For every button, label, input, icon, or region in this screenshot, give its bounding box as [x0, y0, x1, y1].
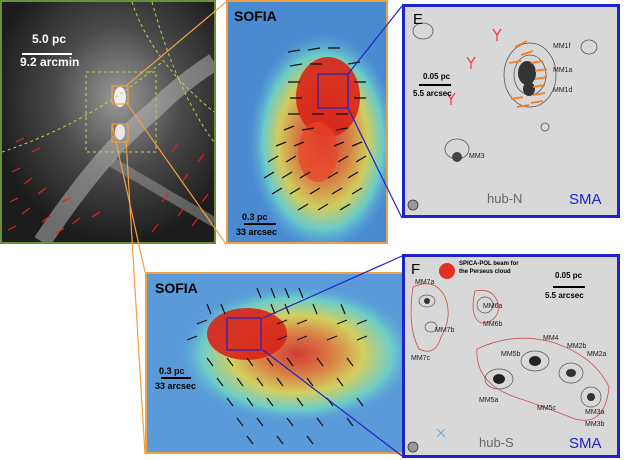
source-label: MM7c	[411, 355, 431, 362]
source-label: MM2a	[587, 351, 607, 358]
sma-e-map	[405, 7, 617, 215]
source-label: MM6a	[483, 303, 503, 310]
source-label: MM5b	[501, 351, 521, 358]
panel-f-letter: F	[411, 261, 421, 278]
sofia-north-scale-angle: 33 arcsec	[236, 227, 278, 237]
sofia-north-panel: SOFIA 0.3 pc 33 arcsec	[226, 0, 388, 244]
panel-f-hub-label: hub-S	[479, 435, 514, 450]
source-label: MM1a	[553, 67, 573, 74]
sma-panel-f: F SPICA-POL beam for the Perseus cloud 0…	[402, 254, 620, 458]
source-label: MM1f	[553, 43, 571, 50]
sofia-south-title: SOFIA	[155, 280, 198, 296]
source-label: MM3	[469, 153, 485, 160]
source-label: MM3b	[585, 421, 605, 428]
source-label: MM5c	[537, 405, 557, 412]
beam-label-line-1: SPICA-POL beam for	[459, 261, 519, 267]
sofia-north-scale-length: 0.3 pc	[242, 212, 268, 222]
source-label: MM1d	[553, 87, 573, 94]
panel-e-hub-label: hub-N	[487, 191, 523, 206]
sofia-south-map	[147, 274, 403, 452]
overview-scale-length: 5.0 pc	[32, 32, 67, 46]
sma-panel-e: E MM1f MM1a MM1d MM3 0.05 pc 5.5 arcsec …	[402, 4, 620, 218]
source-label: MM2b	[567, 343, 587, 350]
source-label: MM7b	[435, 327, 455, 334]
panel-e-instrument: SMA	[569, 191, 602, 208]
source-label: MM3a	[585, 409, 605, 416]
panel-e-scale-angle: 5.5 arcsec	[413, 89, 452, 98]
panel-f-instrument: SMA	[569, 435, 602, 452]
panel-f-scale-angle: 5.5 arcsec	[545, 291, 584, 300]
sofia-south-scale-angle: 33 arcsec	[155, 381, 197, 391]
source-label: MM7a	[415, 279, 435, 286]
source-label: MM6b	[483, 321, 503, 328]
sofia-south-scale-length: 0.3 pc	[159, 366, 185, 376]
sofia-south-panel: SOFIA 0.3 pc 33 arcsec	[145, 272, 405, 454]
source-label: MM5a	[479, 397, 499, 404]
source-label: MM4	[543, 335, 559, 342]
overview-scale-angle: 9.2 arcmin	[20, 55, 80, 69]
beam-label-line-2: the Perseus cloud	[459, 269, 511, 275]
sofia-north-map	[228, 2, 386, 242]
panel-e-scale-length: 0.05 pc	[423, 72, 451, 81]
sma-f-map	[405, 257, 617, 455]
overview-panel: 5.0 pc 9.2 arcmin	[0, 0, 216, 244]
panel-f-scale-length: 0.05 pc	[555, 271, 583, 280]
sofia-north-title: SOFIA	[234, 8, 277, 24]
panel-e-letter: E	[413, 11, 424, 28]
